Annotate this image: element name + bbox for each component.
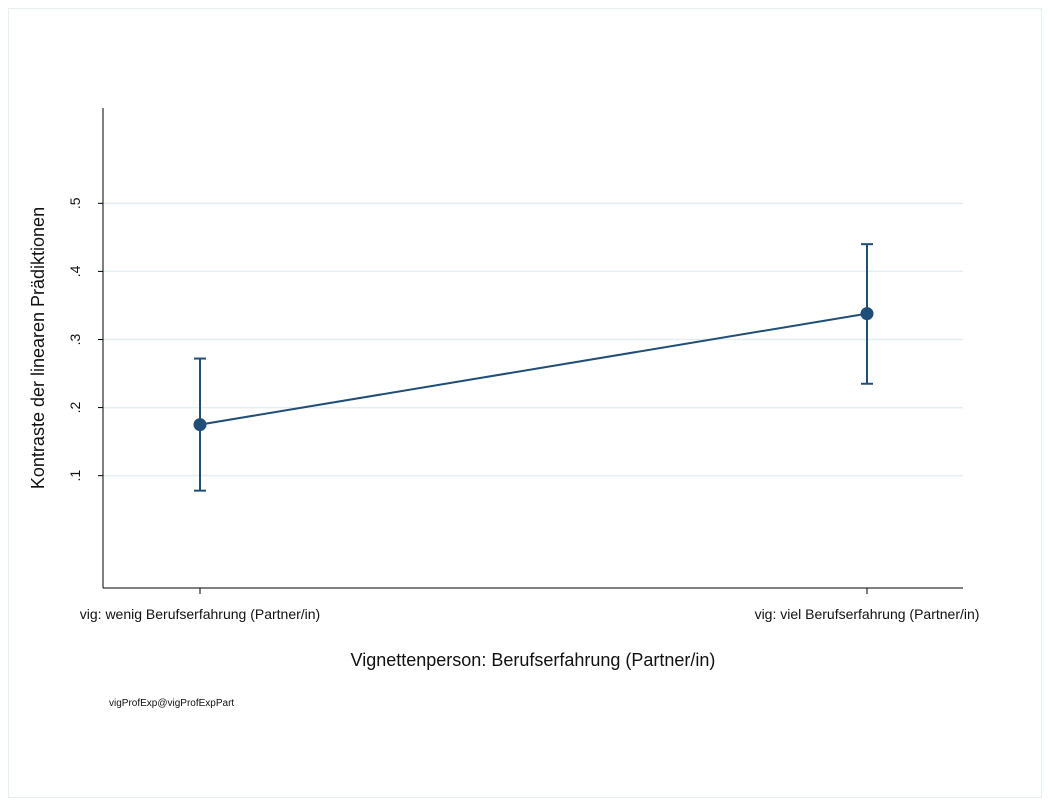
y-tick-label: .4 [67, 265, 83, 277]
x-tick-label: vig: viel Berufserfahrung (Partner/in) [755, 606, 980, 622]
data-point [860, 307, 874, 321]
y-ticks: .1 .2 .3 .4 .5 [67, 197, 103, 482]
y-tick-label: .5 [67, 197, 83, 209]
x-axis-title: Vignettenperson: Berufserfahrung (Partne… [351, 650, 716, 670]
y-tick-label: .2 [67, 402, 83, 414]
series-line [199, 312, 868, 426]
gridlines [103, 202, 963, 477]
x-ticks: vig: wenig Berufserfahrung (Partner/in) v… [80, 588, 980, 622]
chart-frame [8, 8, 1042, 798]
y-tick-label: .1 [67, 470, 83, 482]
series-layer [193, 243, 874, 492]
y-axis-title: Kontraste der linearen Prädiktionen [28, 207, 48, 489]
chart-note: vigProfExp@vigProfExpPart [109, 698, 235, 709]
y-tick-label: .3 [67, 333, 83, 345]
x-tick-label: vig: wenig Berufserfahrung (Partner/in) [80, 606, 320, 622]
data-point [193, 418, 207, 432]
